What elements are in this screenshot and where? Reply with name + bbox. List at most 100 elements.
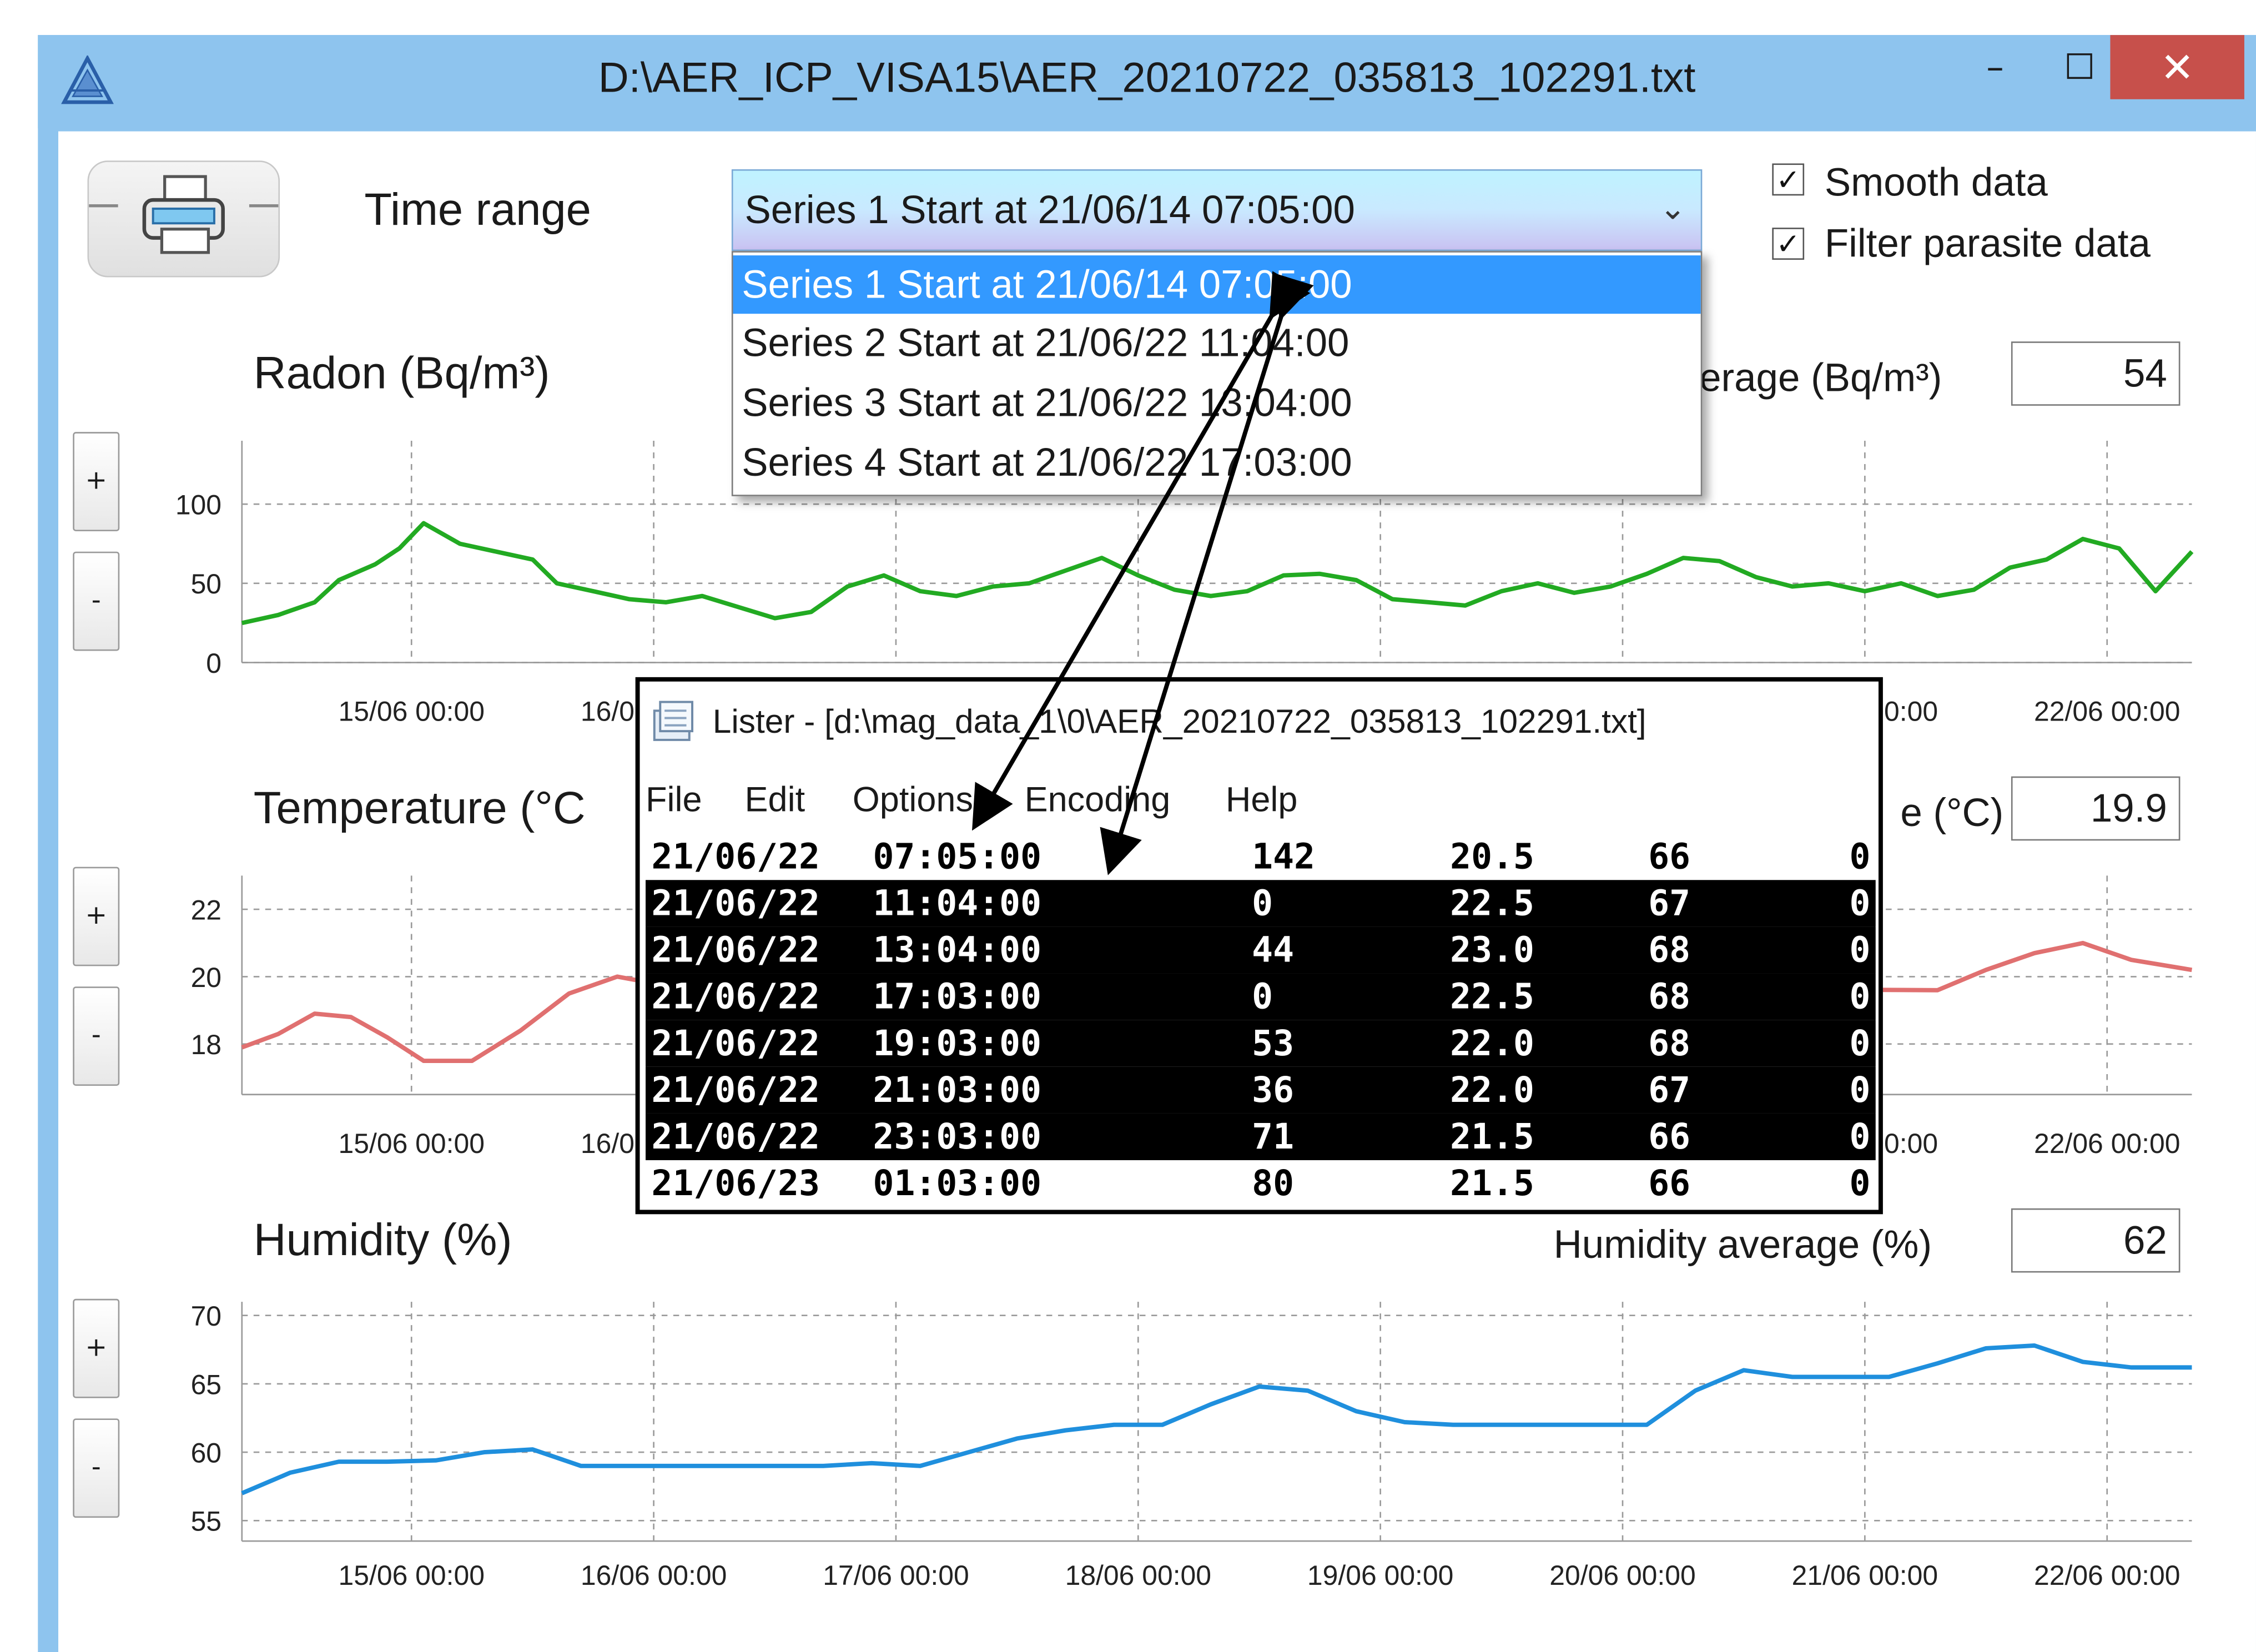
humidity-average-label: Humidity average (%) (1553, 1223, 1932, 1267)
lister-cell-time: 17:03:00 (873, 976, 1042, 1018)
close-button[interactable]: ✕ (2110, 35, 2244, 99)
lister-row[interactable]: 21/06/23 01:03:00 80 21.5 66 0 (646, 1160, 1876, 1207)
temperature-y-tick-label: 20 (191, 962, 221, 993)
temperature-y-tick-label: 18 (191, 1029, 221, 1060)
radon-title: Radon (Bq/m³) (253, 347, 550, 399)
temperature-zoom-out-button[interactable]: - (73, 986, 120, 1086)
humidity-x-tick-label: 18/06 00:00 (1065, 1560, 1211, 1591)
lister-cell-radon: 0 (1252, 883, 1273, 924)
temperature-zoom-in-button[interactable]: + (73, 867, 120, 966)
humidity-zoom-in-button[interactable]: + (73, 1298, 120, 1398)
lister-row[interactable]: 21/06/22 17:03:00 0 22.5 68 0 (646, 973, 1876, 1020)
window-title: D:\AER_ICP_VISA15\AER_20210722_035813_10… (598, 55, 1696, 103)
lister-cell-hum: 68 (1648, 976, 1691, 1018)
lister-cell-date: 21/06/22 (651, 836, 820, 878)
temperature-average-field[interactable]: 19.9 (2011, 776, 2181, 841)
lister-cell-radon: 44 (1252, 929, 1295, 971)
radon-average-label: erage (Bq/m³) (1699, 356, 1942, 400)
lister-row[interactable]: 21/06/22 21:03:00 36 22.0 67 0 (646, 1066, 1876, 1114)
chevron-down-icon[interactable]: ⌄ (1659, 191, 1686, 228)
radon-zoom-in-button[interactable]: + (73, 432, 120, 531)
document-icon (653, 701, 693, 741)
app-logo-icon (61, 55, 114, 104)
lister-cell-date: 21/06/22 (651, 883, 820, 924)
lister-cell-hum: 66 (1648, 836, 1691, 878)
minimize-button[interactable]: – (1986, 47, 2004, 88)
lister-cell-hum: 67 (1648, 883, 1691, 924)
lister-cell-hum: 66 (1648, 1163, 1691, 1204)
lister-cell-flag: 0 (1849, 1070, 1871, 1111)
radon-average-field[interactable]: 54 (2011, 341, 2181, 406)
humidity-y-tick-label: 65 (191, 1369, 221, 1400)
lister-cell-radon: 36 (1252, 1070, 1295, 1111)
time-range-select[interactable]: Series 1 Start at 21/06/14 07:05:00 ⌄ (731, 169, 1703, 251)
menu-options[interactable]: Options (852, 780, 973, 820)
time-range-label: Time range (364, 184, 591, 235)
temperature-x-tick-label: 15/06 00:00 (339, 1128, 485, 1159)
lister-cell-date: 21/06/22 (651, 976, 820, 1018)
humidity-average-field[interactable]: 62 (2011, 1208, 2181, 1273)
lister-cell-radon: 0 (1252, 976, 1273, 1018)
lister-cell-flag: 0 (1849, 929, 1871, 971)
lister-cell-flag: 0 (1849, 883, 1871, 924)
lister-row[interactable]: 21/06/22 13:04:00 44 23.0 68 0 (646, 926, 1876, 974)
lister-cell-date: 21/06/22 (651, 929, 820, 971)
humidity-x-tick-label: 17/06 00:00 (823, 1560, 969, 1591)
filter-parasite-label[interactable]: Filter parasite data (1824, 221, 2151, 266)
print-button[interactable] (87, 160, 280, 278)
humidity-x-tick-label: 16/06 00:00 (581, 1560, 727, 1591)
printer-icon (89, 175, 279, 254)
temperature-series-line (241, 940, 2193, 1063)
arrow-series1-to-row2 (1100, 272, 1314, 875)
lister-cell-flag: 0 (1849, 1116, 1871, 1157)
smooth-data-label[interactable]: Smooth data (1824, 160, 2048, 205)
humidity-series-line (241, 1343, 2192, 1495)
lister-cell-hum: 68 (1648, 1023, 1691, 1064)
radon-y-tick-label: 100 (175, 490, 221, 521)
humidity-x-tick-label: 19/06 00:00 (1307, 1560, 1453, 1591)
radon-zoom-out-button[interactable]: - (73, 551, 120, 651)
lister-cell-temp: 22.0 (1450, 1070, 1534, 1111)
lister-cell-hum: 68 (1648, 929, 1691, 971)
lister-row[interactable]: 21/06/22 19:03:00 53 22.0 68 0 (646, 1020, 1876, 1067)
lister-cell-temp: 22.5 (1450, 976, 1534, 1018)
lister-cell-date: 21/06/23 (651, 1163, 820, 1204)
temperature-average-label: e (°C) (1900, 790, 2004, 835)
humidity-y-tick-label: 70 (191, 1301, 221, 1332)
temperature-title: Temperature (°C (253, 782, 586, 834)
lister-cell-temp: 22.5 (1450, 883, 1534, 924)
menu-file[interactable]: File (646, 780, 702, 820)
humidity-chart: 55 60 65 70 15/06 00:00 16/06 00:00 17/06 00:0… (191, 1301, 2192, 1591)
humidity-zoom-out-button[interactable]: - (73, 1418, 120, 1518)
lister-cell-time: 07:05:00 (873, 836, 1042, 878)
humidity-y-tick-label: 60 (191, 1437, 221, 1468)
lister-cell-time: 23:03:00 (873, 1116, 1042, 1157)
humidity-x-tick-label: 15/06 00:00 (339, 1560, 485, 1591)
humidity-title: Humidity (%) (253, 1214, 512, 1266)
filter-parasite-checkbox[interactable]: ✓ (1772, 228, 1805, 260)
humidity-y-tick-label: 55 (191, 1506, 221, 1537)
lister-cell-time: 13:04:00 (873, 929, 1042, 971)
lister-cell-temp: 23.0 (1450, 929, 1534, 971)
lister-cell-radon: 71 (1252, 1116, 1295, 1157)
lister-cell-flag: 0 (1849, 976, 1871, 1018)
lister-cell-hum: 67 (1648, 1070, 1691, 1111)
lister-cell-temp: 22.0 (1450, 1023, 1534, 1064)
lister-row[interactable]: 21/06/22 23:03:00 71 21.5 66 0 (646, 1113, 1876, 1161)
lister-cell-date: 21/06/22 (651, 1070, 820, 1111)
humidity-x-tick-label: 21/06 00:00 (1792, 1560, 1938, 1591)
maximize-button[interactable]: ☐ (2064, 47, 2096, 88)
lister-row[interactable]: 21/06/22 11:04:00 0 22.5 67 0 (646, 880, 1876, 927)
menu-edit[interactable]: Edit (744, 780, 805, 820)
radon-y-tick-label: 0 (206, 648, 221, 679)
title-bar[interactable]: D:\AER_ICP_VISA15\AER_20210722_035813_10… (38, 35, 2256, 129)
lister-cell-date: 21/06/22 (651, 1116, 820, 1157)
time-range-selected-value: Series 1 Start at 21/06/14 07:05:00 (744, 188, 1355, 233)
radon-x-tick-label: 15/06 00:00 (339, 696, 485, 727)
lister-cell-radon: 80 (1252, 1163, 1295, 1204)
humidity-x-tick-label: 20/06 00:00 (1549, 1560, 1695, 1591)
lister-cell-time: 19:03:00 (873, 1023, 1042, 1064)
lister-cell-radon: 53 (1252, 1023, 1295, 1064)
smooth-data-checkbox[interactable]: ✓ (1772, 163, 1805, 196)
